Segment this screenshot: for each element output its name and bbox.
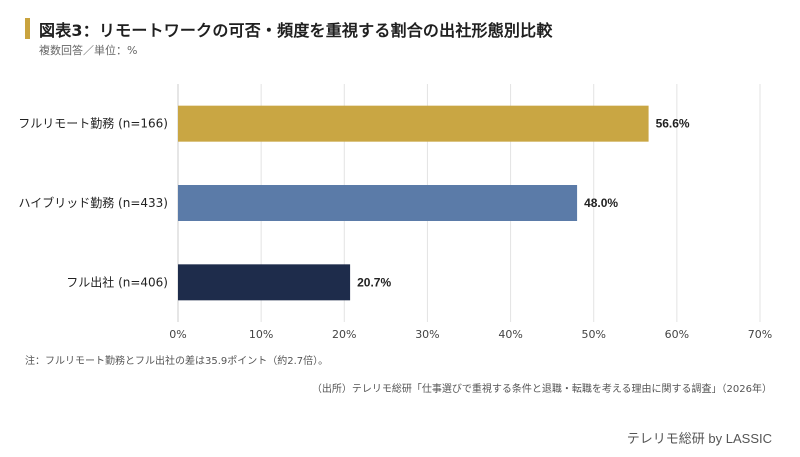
x-tick-label: 30% — [415, 328, 439, 341]
category-label: ハイブリッド勤務 (n=433) — [18, 195, 168, 210]
data-label: 56.6% — [656, 117, 690, 131]
x-tick-label: 60% — [665, 328, 689, 341]
x-tick-label: 20% — [332, 328, 356, 341]
data-label: 48.0% — [584, 196, 618, 210]
chart-subtitle: 複数回答／単位：% — [39, 44, 138, 57]
chart-title: 図表3：リモートワークの可否・頻度を重視する割合の出社形態別比較 — [39, 21, 553, 40]
x-tick-label: 50% — [581, 328, 605, 341]
title-accent-bar — [25, 18, 30, 39]
x-tick-label: 0% — [169, 328, 186, 341]
x-tick-label: 70% — [748, 328, 772, 341]
chart-note: 注：フルリモート勤務とフル出社の差は35.9ポイント（約2.7倍）。 — [25, 356, 329, 367]
x-tick-label: 40% — [498, 328, 522, 341]
bar — [178, 105, 649, 142]
category-label: フル出社 (n=406) — [66, 274, 168, 289]
bar-chart: 0% 10% 20% 30% 40% 50% 60% 70% フルリモート勤務 (n=166) 5… — [18, 84, 772, 341]
bar — [178, 264, 351, 301]
bar — [178, 185, 578, 221]
category-label: フルリモート勤務 (n=166) — [18, 117, 168, 131]
data-label: 20.7% — [357, 275, 391, 289]
x-tick-label: 10% — [249, 328, 273, 341]
brand-label: テレリモ総研 by LASSIC — [626, 431, 772, 446]
source-citation: （出所）テレリモ総研「仕事選びで重視する条件と退職・転職を考える理由に関する調査… — [311, 384, 772, 395]
